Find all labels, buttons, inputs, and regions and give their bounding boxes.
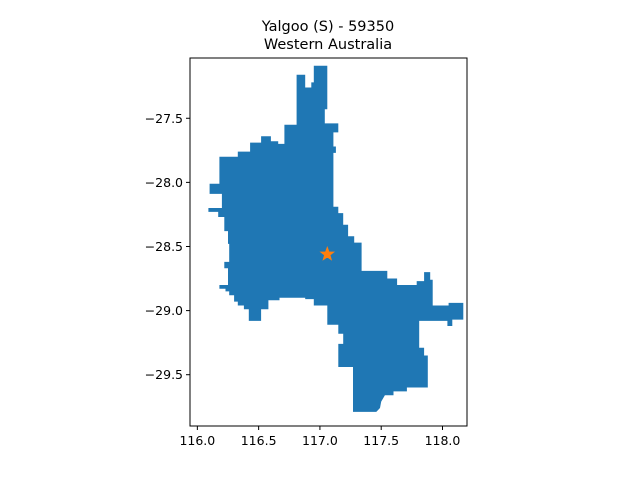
y-tick-label: −28.0 bbox=[145, 175, 183, 190]
region-polygon bbox=[208, 65, 464, 412]
chart-title-line-2: Western Australia bbox=[264, 37, 392, 53]
axes-frame bbox=[189, 57, 468, 427]
y-tick-label: −29.5 bbox=[145, 367, 183, 382]
y-tick-label: −29.0 bbox=[145, 303, 183, 318]
plot-area bbox=[189, 57, 468, 427]
y-axis: −27.5 −28.0 −28.5 −29.0 −29.5 bbox=[145, 111, 190, 382]
x-tick-label: 116.0 bbox=[179, 433, 215, 448]
x-tick-label: 117.5 bbox=[363, 433, 399, 448]
y-tick-label: −27.5 bbox=[145, 111, 183, 126]
x-tick-label: 117.0 bbox=[302, 433, 338, 448]
x-tick-label: 118.0 bbox=[425, 433, 461, 448]
chart-title-line-1: Yalgoo (S) - 59350 bbox=[261, 19, 394, 35]
y-tick-label: −28.5 bbox=[145, 239, 183, 254]
x-tick-label: 116.5 bbox=[241, 433, 277, 448]
x-axis: 116.0 116.5 117.0 117.5 118.0 bbox=[179, 426, 460, 448]
location-star-marker bbox=[319, 246, 336, 261]
